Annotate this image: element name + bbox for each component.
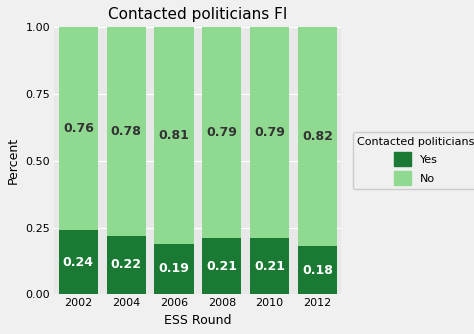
Bar [107, 235, 146, 294]
Bar [202, 238, 241, 294]
Text: 0.22: 0.22 [110, 259, 142, 272]
Text: 0.82: 0.82 [302, 130, 333, 143]
Text: 0.18: 0.18 [302, 264, 333, 277]
Y-axis label: Percent: Percent [7, 137, 20, 184]
Text: 0.21: 0.21 [254, 260, 285, 273]
Text: 0.21: 0.21 [206, 260, 237, 273]
Bar [298, 246, 337, 294]
Text: 0.24: 0.24 [63, 256, 94, 269]
Bar [59, 230, 98, 294]
Text: 0.79: 0.79 [206, 126, 237, 139]
Bar [155, 27, 193, 243]
Bar [250, 27, 289, 238]
Text: 0.78: 0.78 [111, 125, 142, 138]
Bar [202, 27, 241, 238]
X-axis label: ESS Round: ESS Round [164, 314, 232, 327]
Bar [298, 27, 337, 246]
Bar [59, 27, 98, 230]
Text: 0.19: 0.19 [158, 263, 190, 276]
Bar [107, 27, 146, 235]
Title: Contacted politicians FI: Contacted politicians FI [108, 7, 288, 22]
Text: 0.81: 0.81 [158, 129, 190, 142]
Bar [250, 238, 289, 294]
Text: 0.79: 0.79 [254, 126, 285, 139]
Bar [155, 243, 193, 294]
Text: 0.76: 0.76 [63, 122, 94, 135]
Legend: Yes, No: Yes, No [353, 132, 474, 189]
